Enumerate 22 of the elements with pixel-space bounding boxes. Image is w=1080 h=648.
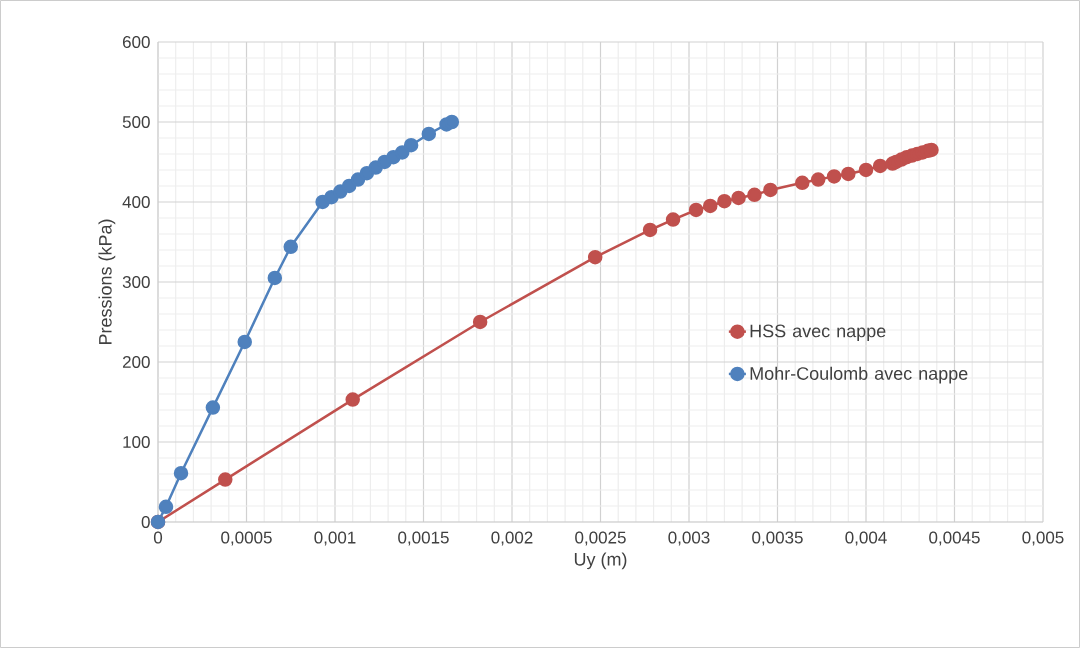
legend-label: Mohr-Coulomb avec nappe	[750, 366, 968, 384]
legend-label: HSS avec nappe	[750, 324, 886, 341]
x-tick-label: 0,0005	[221, 531, 272, 546]
y-tick-label: 600	[122, 35, 150, 49]
y-tick-label: 100	[123, 435, 150, 449]
x-tick-label: 0,001	[314, 531, 356, 546]
y-tick-label: 500	[122, 115, 150, 129]
x-tick-label: 0,005	[1022, 531, 1064, 546]
x-tick-label: 0	[153, 531, 163, 544]
x-axis-title: Uy (m)	[574, 552, 627, 570]
x-tick-label: 0,004	[845, 531, 887, 546]
x-tick-label: 0,0045	[929, 531, 980, 546]
x-tick-label: 0,003	[668, 531, 710, 546]
x-tick-label: 0,002	[491, 531, 533, 546]
y-tick-label: 200	[122, 355, 150, 369]
y-axis-title: Pressions (kPa)	[98, 219, 116, 345]
x-tick-label: 0,0025	[575, 531, 626, 546]
x-tick-label: 0,0015	[398, 531, 449, 546]
y-tick-label: 400	[122, 195, 150, 209]
x-tick-label: 0,0035	[752, 531, 803, 546]
y-tick-label: 0	[141, 515, 150, 529]
y-tick-label: 300	[122, 275, 150, 289]
